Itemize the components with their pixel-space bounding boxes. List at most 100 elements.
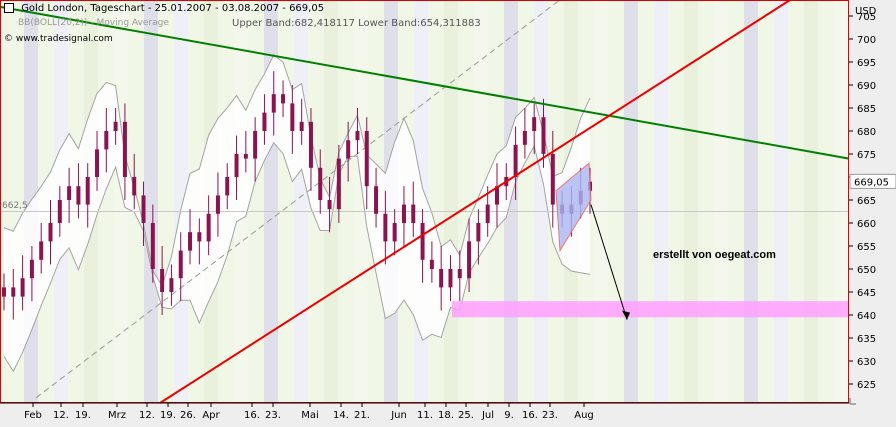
candle-body: [225, 177, 230, 196]
candle-body: [150, 223, 155, 269]
week-stripe: [654, 0, 668, 403]
week-stripe: [624, 0, 638, 403]
x-tick-label: 11.: [417, 410, 433, 421]
y-tick-label: 675: [857, 150, 876, 161]
candle-body: [411, 204, 416, 223]
candle-body: [29, 259, 34, 279]
candle-body: [132, 177, 137, 196]
lower-band-line: [3, 141, 591, 373]
candle-body: [215, 195, 220, 214]
candle-body: [113, 121, 118, 131]
candle-body: [299, 121, 304, 131]
candle-body: [39, 241, 44, 260]
x-tick-label: 14.: [333, 410, 349, 421]
indicator-label: BB(BOLL(20,2)) - Moving Average: [18, 18, 169, 28]
week-stripe: [834, 0, 848, 403]
y-tick-label: 660: [857, 219, 876, 230]
y-tick-label: 655: [857, 242, 876, 253]
candle-body: [271, 94, 276, 113]
green-resistance-line: [0, 5, 850, 160]
candle-body: [243, 154, 248, 159]
x-tick-label: 25.: [458, 410, 474, 421]
chart-header: Gold London, Tageschart - 25.01.2007 - 0…: [4, 3, 324, 14]
x-tick-label: 16.: [244, 410, 260, 421]
candle-body: [346, 140, 351, 159]
week-stripe: [144, 0, 158, 403]
chart-title: Gold London, Tageschart - 25.01.2007 - 0…: [21, 3, 325, 14]
y-tick-label: 630: [857, 357, 876, 368]
candle-body: [550, 154, 555, 205]
candle-body: [197, 232, 202, 242]
candle-body: [141, 195, 146, 223]
source-text: www.tradesignal.com: [15, 34, 113, 44]
candle-body: [234, 154, 239, 177]
candle-body: [429, 259, 434, 269]
x-tick-label: 21.: [354, 410, 370, 421]
dashed-trendline: [35, 0, 561, 399]
x-tick-label: 16.: [522, 410, 538, 421]
bollinger-band-area: [4, 54, 590, 372]
y-tick-label: 625: [857, 380, 876, 391]
y-tick-label: 695: [857, 58, 876, 69]
candle-body: [122, 121, 127, 177]
candle-body: [401, 204, 406, 223]
candle-body: [178, 250, 183, 279]
candle-body: [318, 167, 323, 200]
candle-body: [290, 103, 295, 131]
candle-body: [169, 278, 174, 292]
resize-grip-icon[interactable]: [849, 398, 856, 405]
candle-body: [336, 158, 341, 210]
x-tick-label: 9.: [504, 410, 514, 421]
price-channel: [555, 162, 592, 253]
candle-body: [253, 131, 258, 159]
y-tick-label: 640: [857, 311, 876, 322]
x-tick-label: 12.: [139, 410, 155, 421]
y-tick-label: 685: [857, 104, 876, 115]
candle-body: [48, 223, 53, 242]
candle-body: [327, 200, 332, 210]
x-tick-label: 12.: [53, 410, 69, 421]
x-tick-label: 26.: [180, 410, 196, 421]
x-tick-label: Apr: [202, 410, 220, 421]
candle-body: [522, 131, 527, 145]
candle-body: [355, 131, 360, 141]
week-stripe: [354, 0, 368, 403]
x-tick-label: Aug: [574, 410, 594, 421]
candle-body: [11, 287, 16, 297]
chart-menu-icon[interactable]: [4, 3, 14, 13]
x-tick-label: 18.: [438, 410, 454, 421]
candle-body: [85, 177, 90, 205]
candle-body: [513, 144, 518, 177]
last-price-box: [849, 173, 896, 189]
candle-body: [457, 269, 462, 279]
x-tick-label: Feb: [24, 410, 42, 421]
x-tick-label: Jul: [481, 410, 494, 421]
support-zone: [452, 301, 849, 318]
y-tick-label: 700: [857, 35, 876, 46]
candle-body: [262, 112, 267, 131]
x-tick-label: 19.: [75, 410, 91, 421]
forecast-arrowhead: [622, 310, 630, 320]
y-tick-label: 650: [857, 265, 876, 276]
last-price-label: 669,05: [854, 177, 889, 188]
candle-body: [494, 186, 499, 205]
band-values: Upper Band:682,418117 Lower Band:654,311…: [232, 18, 481, 29]
candle-body: [57, 200, 62, 223]
forecast-arrow-line: [590, 204, 628, 320]
x-tick-label: 23.: [265, 410, 281, 421]
y-tick-label: 665: [857, 196, 876, 207]
week-stripe: [444, 0, 458, 403]
candle-body: [532, 117, 537, 131]
week-stripe: [594, 0, 608, 403]
source-label: © www.tradesignal.com: [4, 34, 113, 44]
candle-body: [448, 269, 453, 288]
week-stripe: [744, 0, 758, 403]
y-tick-label: 680: [857, 127, 876, 138]
candle-body: [104, 131, 109, 150]
candle-body: [383, 213, 388, 242]
week-stripe: [804, 0, 818, 403]
candle-body: [188, 232, 193, 251]
y-tick-label: 645: [857, 288, 876, 299]
candle-body: [420, 223, 425, 260]
